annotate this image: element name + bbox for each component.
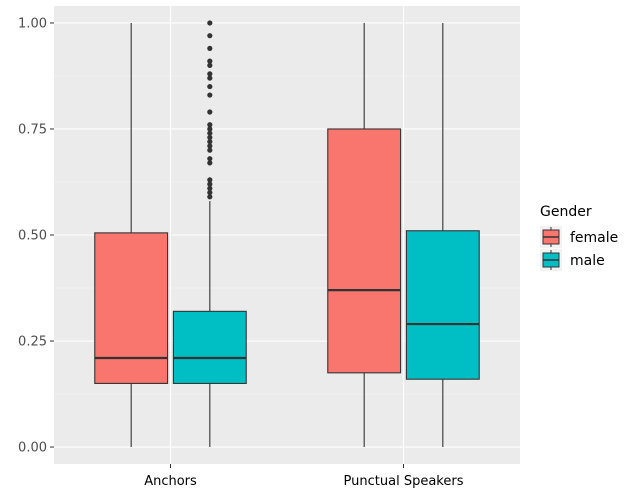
legend-title: Gender: [540, 204, 592, 220]
y-tick-label: 0.75: [18, 122, 47, 137]
y-tick-label: 0.00: [18, 441, 47, 456]
outlier-point: [207, 122, 213, 128]
iqr-box: [405, 230, 480, 380]
y-tick-label: 0.25: [18, 335, 47, 350]
outlier-point: [207, 58, 213, 64]
outlier-point: [207, 83, 213, 90]
x-axis: Anchors Punctual Speakers: [144, 464, 464, 489]
outlier-point: [207, 160, 213, 166]
box-female: [327, 22, 402, 448]
outlier-point: [207, 109, 213, 115]
outlier-point: [207, 156, 213, 162]
outlier-point: [207, 189, 213, 196]
outlier-point: [207, 45, 213, 52]
iqr-box: [172, 310, 247, 384]
legend-label-female: female: [570, 230, 618, 246]
outlier-point: [207, 181, 213, 187]
legend-label-male: male: [570, 253, 605, 269]
outlier-point: [207, 194, 213, 200]
outlier-point: [207, 130, 213, 136]
y-tick-label: 0.50: [18, 229, 47, 244]
box-male: [405, 22, 480, 448]
outlier-point: [207, 71, 213, 77]
iqr-box: [94, 232, 169, 384]
outlier-point: [207, 185, 213, 191]
legend: Gender female male: [540, 204, 618, 271]
outlier-point: [207, 139, 213, 145]
outlier-point: [207, 62, 213, 68]
iqr-box: [327, 128, 402, 374]
x-tick-label: Anchors: [144, 474, 197, 489]
y-tick-label: 1.00: [18, 16, 47, 31]
x-tick-label: Punctual Speakers: [344, 474, 464, 489]
outlier-point: [207, 177, 213, 183]
legend-key-male: [540, 249, 562, 271]
outlier-point: [207, 147, 213, 153]
outlier-point: [207, 143, 213, 149]
legend-key-female: [540, 226, 562, 248]
outlier-point: [207, 92, 213, 98]
box-female: [94, 22, 169, 448]
outlier-point: [207, 33, 213, 39]
outlier-point: [207, 126, 213, 132]
box-male: [172, 20, 247, 448]
y-axis: 0.00 0.25 0.50 0.75 1.00: [18, 16, 54, 456]
outlier-point: [207, 134, 213, 141]
box-layer: [94, 20, 480, 448]
outlier-point: [207, 20, 213, 26]
outlier-point: [207, 75, 213, 81]
